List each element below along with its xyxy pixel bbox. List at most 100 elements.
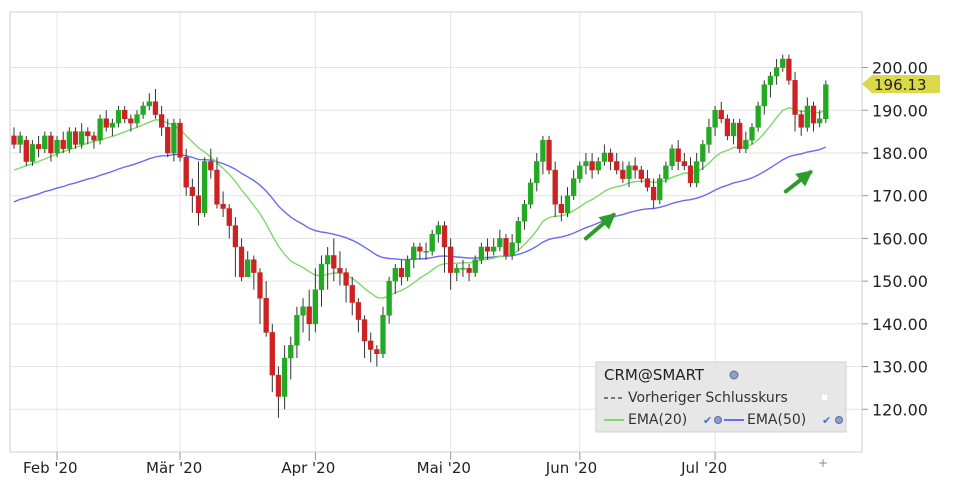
candle-body	[718, 110, 724, 120]
candle	[226, 204, 232, 239]
candle	[97, 114, 103, 145]
candle-body	[417, 246, 423, 252]
candle	[466, 264, 472, 282]
candle-body	[349, 285, 355, 303]
y-axis: 120.00 130.00 140.00 150.00 160.00 170.00 180.…	[862, 59, 928, 419]
candle	[349, 276, 355, 316]
candle	[245, 251, 251, 278]
candle-body	[601, 152, 608, 162]
candle	[521, 199, 528, 230]
candle-body	[454, 268, 460, 273]
legend-ema20-check-icon[interactable]: ✔	[703, 414, 712, 427]
scroll-plus-icon[interactable]: +	[818, 456, 828, 470]
candle	[558, 195, 565, 222]
candle-body	[527, 182, 534, 205]
candle-body	[798, 114, 804, 128]
legend-ema20-label: EMA(20)	[628, 412, 687, 428]
candle	[700, 140, 706, 171]
candle	[718, 101, 724, 124]
y-tick-label: 150.00	[872, 272, 928, 291]
candle	[780, 54, 786, 72]
candle	[712, 105, 718, 136]
candle-body	[361, 319, 368, 342]
candle	[294, 306, 300, 359]
y-tick-label: 200.00	[872, 59, 928, 78]
legend-symbol: CRM@SMART	[604, 366, 705, 384]
candle	[669, 144, 675, 171]
candle	[497, 229, 503, 252]
candle-body	[804, 105, 811, 128]
y-tick-label: 120.00	[872, 400, 928, 419]
y-tick-label: 160.00	[872, 229, 928, 248]
candle	[761, 80, 767, 115]
candle	[128, 114, 134, 132]
candle	[288, 336, 294, 380]
candle-body	[503, 238, 509, 256]
candle-body	[681, 161, 688, 167]
candle	[79, 123, 85, 149]
candle	[441, 221, 448, 273]
candle	[214, 157, 220, 209]
candle	[589, 152, 595, 179]
candle-body	[650, 186, 657, 201]
candle-body	[380, 315, 386, 354]
legend-symbol-settings-icon[interactable]	[729, 370, 739, 380]
candle-body	[60, 139, 66, 149]
candle-body	[35, 144, 42, 149]
candle	[343, 268, 349, 303]
candle-body	[140, 105, 146, 115]
candle-body	[583, 161, 589, 167]
candle-body	[245, 259, 251, 278]
candle	[103, 110, 109, 132]
legend-ema50-settings-icon[interactable]	[835, 416, 843, 424]
legend-prev-close-toggle-icon[interactable]	[820, 393, 829, 402]
candle-body	[694, 161, 700, 184]
candle	[361, 315, 368, 359]
candle-body	[331, 255, 337, 269]
candle	[614, 152, 620, 175]
candle	[657, 174, 663, 205]
candle-body	[251, 259, 257, 273]
candle	[23, 135, 29, 166]
candle	[687, 157, 694, 188]
candle	[189, 178, 195, 213]
candle-body	[786, 58, 792, 81]
candle-body	[257, 272, 263, 299]
candle	[386, 276, 392, 324]
candle-body	[761, 84, 767, 107]
candle	[109, 118, 116, 136]
candle	[681, 152, 688, 171]
candle-body	[423, 250, 429, 253]
candle-body	[620, 169, 626, 179]
candle-body	[226, 208, 232, 226]
candle	[546, 135, 552, 175]
y-tick-label: 190.00	[872, 101, 928, 120]
candle	[146, 93, 152, 111]
legend-ema20-settings-icon[interactable]	[714, 416, 722, 424]
candle-body	[392, 268, 398, 282]
candle	[767, 71, 774, 98]
candle-body	[472, 259, 478, 273]
candle-body	[749, 127, 755, 141]
candle-body	[288, 344, 294, 359]
candle-body	[478, 246, 485, 261]
candle	[318, 255, 325, 307]
candle-body	[275, 374, 282, 397]
candle-body	[509, 242, 515, 256]
candle-body	[626, 165, 632, 179]
candle	[374, 345, 380, 367]
candle	[35, 135, 42, 158]
candle-body	[91, 135, 97, 141]
candle	[663, 161, 669, 183]
candle	[398, 259, 405, 286]
y-tick-label: 130.00	[872, 358, 928, 377]
candle-body	[810, 105, 817, 124]
candle-body	[343, 272, 349, 286]
legend-ema50-check-icon[interactable]: ✔	[822, 414, 831, 427]
legend-prev-close-label: Vorheriger Schlusskurs	[628, 390, 788, 406]
x-tick-label: Mai '20	[417, 459, 471, 477]
x-axis: Feb '20 Mär '20 Apr '20 Mai '20 Jun '20 Jul '…	[23, 452, 727, 477]
candle	[564, 187, 571, 218]
candle	[798, 110, 804, 136]
